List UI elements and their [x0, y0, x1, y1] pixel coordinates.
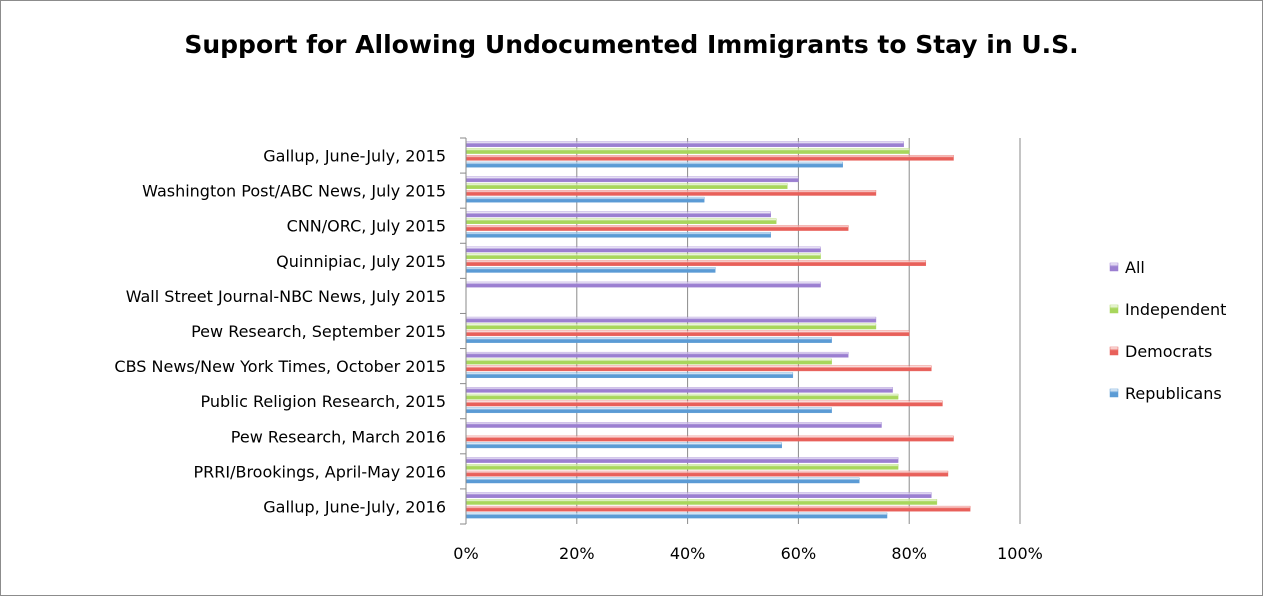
category-label: Washington Post/ABC News, July 2015 [142, 182, 446, 201]
bar-all [465, 316, 877, 323]
bar-all [465, 422, 882, 428]
x-tick-label: 0% [453, 544, 478, 563]
category-label: Quinnipiac, July 2015 [276, 252, 446, 271]
legend-swatch-all [1109, 262, 1119, 272]
bar-republicans [465, 267, 716, 273]
category-label: Gallup, June-July, 2015 [263, 147, 446, 166]
bar-independent [465, 183, 788, 189]
legend-swatch-independent [1109, 304, 1119, 314]
bar-democrats [465, 260, 927, 266]
bar-republicans [465, 161, 843, 168]
legend-label-republicans: Republicans [1125, 384, 1222, 403]
bar-all [465, 281, 821, 288]
bar-democrats [465, 365, 932, 372]
bar-republicans [465, 196, 705, 203]
bar-democrats [465, 470, 949, 477]
bar-democrats [465, 435, 954, 442]
bar-all [465, 457, 899, 463]
chart-title: Support for Allowing Undocumented Immigr… [184, 30, 1079, 59]
bar-democrats [465, 190, 877, 196]
bar-independent [465, 148, 910, 154]
bar-all [465, 211, 771, 218]
legend-label-democrats: Democrats [1125, 342, 1212, 361]
bar-all [465, 141, 904, 148]
x-tick-label: 40% [670, 544, 706, 563]
legend: All Independent Democrats Republicans [1109, 258, 1226, 403]
bar-independent [465, 358, 832, 365]
category-label: PRRI/Brookings, April-May 2016 [193, 462, 446, 481]
bar-all [465, 246, 821, 253]
x-tick-label: 80% [891, 544, 927, 563]
bar-independent [465, 253, 821, 260]
bar-republicans [465, 231, 771, 238]
bar-democrats [465, 505, 971, 512]
category-label: CBS News/New York Times, October 2015 [114, 357, 446, 376]
x-tick-label: 60% [781, 544, 817, 563]
category-label: CNN/ORC, July 2015 [287, 217, 446, 236]
legend-label-all: All [1125, 258, 1145, 277]
bar-democrats [465, 330, 910, 337]
bar-all [465, 492, 932, 498]
x-tick-label: 100% [997, 544, 1043, 563]
category-label: Pew Research, September 2015 [191, 322, 446, 341]
bar-independent [465, 323, 877, 330]
bars [465, 141, 971, 519]
bar-democrats [465, 400, 943, 407]
bar-all [465, 387, 893, 393]
category-labels: Gallup, June-July, 2015 Washington Post/A… [114, 147, 446, 517]
bar-independent [465, 464, 899, 470]
legend-label-independent: Independent [1125, 300, 1226, 319]
legend-swatch-republicans [1109, 388, 1119, 398]
bar-all [465, 176, 799, 183]
category-label: Gallup, June-July, 2016 [263, 497, 446, 516]
bar-republicans [465, 477, 860, 484]
bar-independent [465, 218, 777, 224]
x-tick-labels: 0% 20% 40% 60% 80% 100% [453, 544, 1043, 563]
bar-all [465, 351, 849, 358]
category-label: Wall Street Journal-NBC News, July 2015 [126, 287, 446, 306]
bar-republicans [465, 407, 832, 414]
legend-swatch-democrats [1109, 346, 1119, 356]
bar-democrats [465, 225, 849, 231]
axes [460, 137, 467, 525]
category-label: Public Religion Research, 2015 [201, 392, 446, 411]
bar-republicans [465, 372, 794, 378]
bar-independent [465, 393, 899, 400]
bar-republicans [465, 512, 888, 519]
bar-republicans [465, 442, 782, 449]
bar-independent [465, 499, 938, 505]
bar-democrats [465, 154, 954, 161]
category-label: Pew Research, March 2016 [231, 427, 446, 446]
bar-republicans [465, 337, 832, 343]
x-tick-label: 20% [559, 544, 595, 563]
